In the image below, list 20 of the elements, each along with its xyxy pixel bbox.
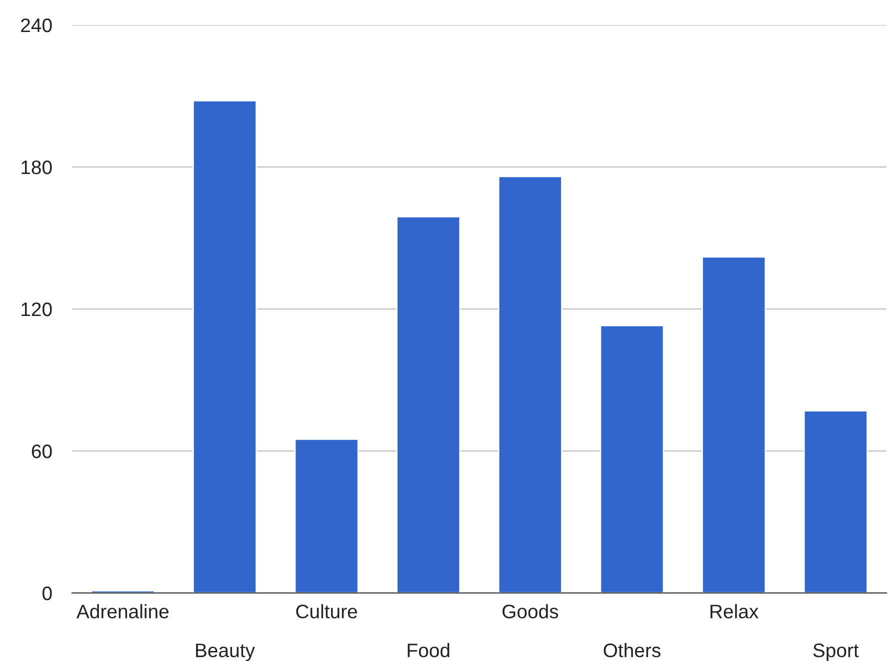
y-tick-label: 60: [32, 444, 52, 458]
bar: [702, 256, 766, 593]
bar: [498, 176, 562, 593]
y-tick-label: 240: [21, 18, 52, 32]
x-tick-label: Others: [604, 643, 660, 658]
x-tick-label: Beauty: [196, 644, 255, 661]
bar: [294, 438, 359, 593]
bar: [396, 216, 461, 593]
y-tick-label: 0: [42, 586, 52, 600]
x-tick-label: Adrenaline: [76, 604, 169, 618]
x-tick-label: Relax: [710, 604, 758, 618]
x-tick-label: Culture: [296, 604, 358, 618]
bar: [600, 324, 664, 593]
y-tick-label: 120: [22, 302, 52, 316]
bar: [192, 100, 257, 593]
x-tick-label: Goods: [502, 604, 558, 618]
x-tick-label: Sport: [813, 644, 859, 661]
bar: [803, 410, 868, 593]
x-tick-label: Food: [408, 643, 450, 658]
y-tick-label: 180: [22, 160, 52, 174]
